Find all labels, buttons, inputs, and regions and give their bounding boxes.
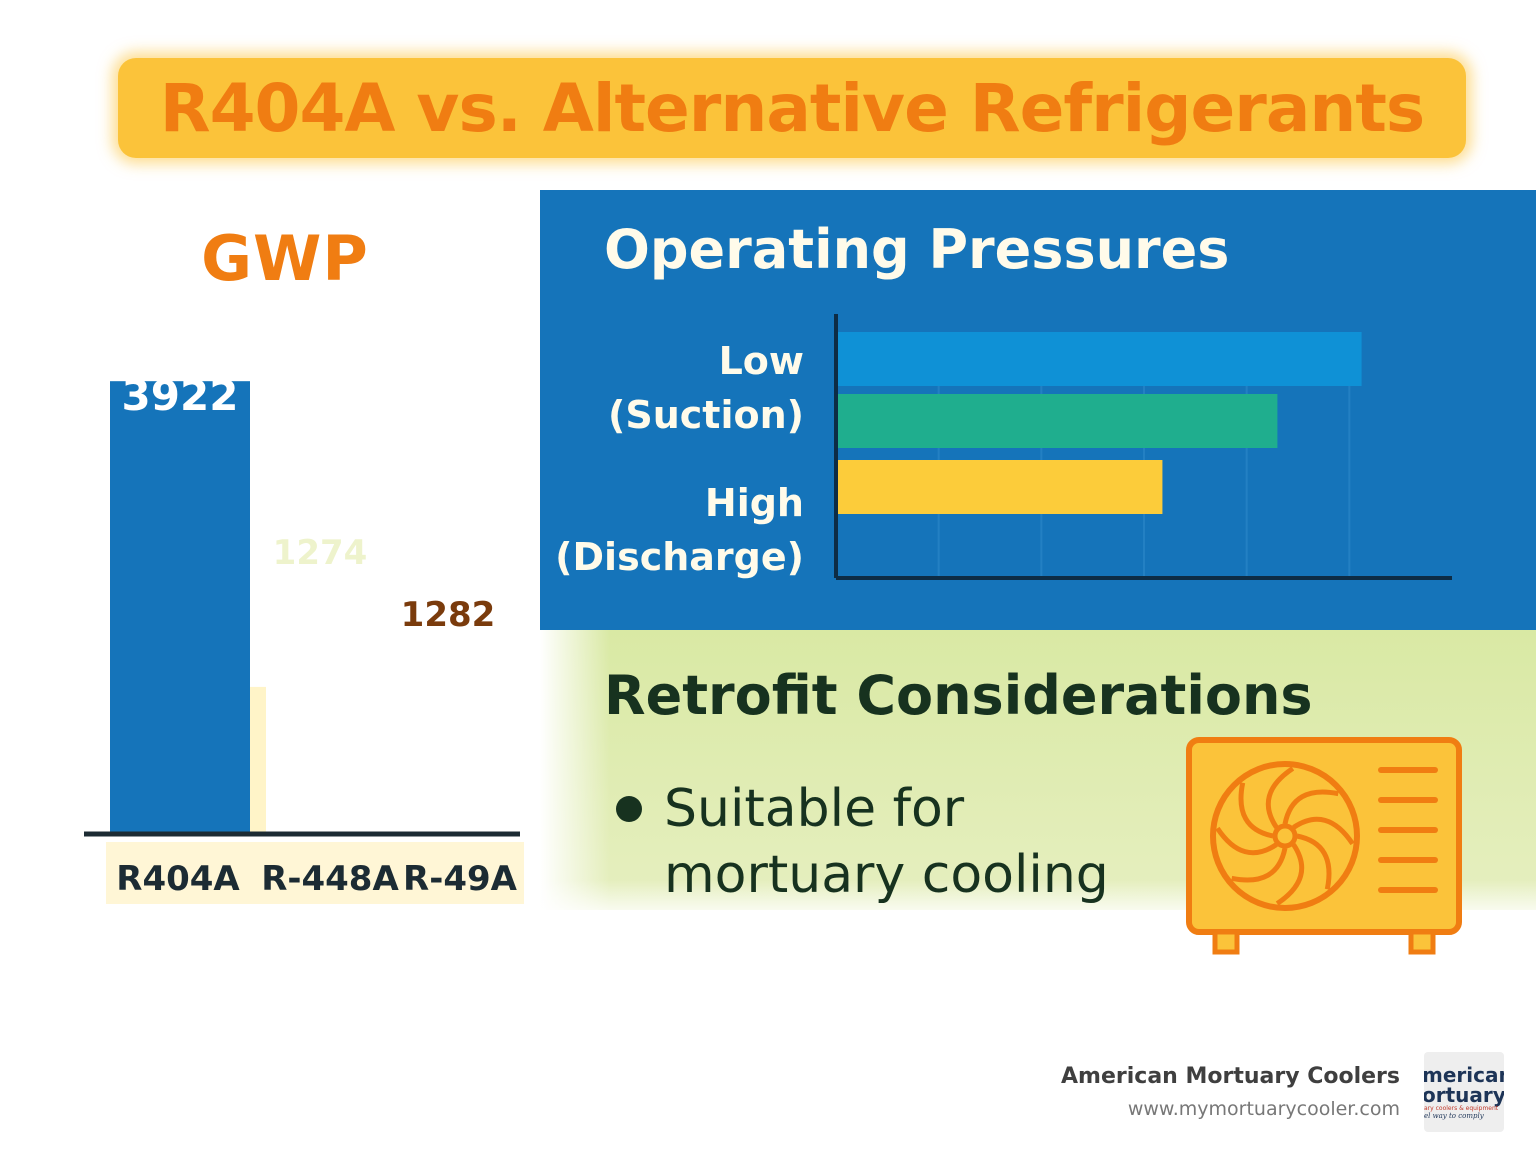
svg-text:ortuary: ortuary xyxy=(1424,1083,1504,1107)
pressure-bar-2 xyxy=(838,394,1278,448)
pressure-label-low: Low (Suction) xyxy=(544,334,804,442)
fan-blade xyxy=(1238,782,1274,839)
pressure-bar-3 xyxy=(838,460,1163,514)
fan-blade xyxy=(1292,816,1355,846)
gwp-bar-r404a xyxy=(110,381,250,834)
retrofit-bullet: Suitable for mortuary cooling xyxy=(664,779,1109,905)
operating-pressures-title: Operating Pressures xyxy=(604,218,1230,281)
title-band xyxy=(118,58,1466,158)
fan-blade xyxy=(1215,826,1278,856)
brand-logo: merican ortuary ary coolers & equipment … xyxy=(1424,1052,1504,1132)
svg-text:ary coolers & equipment: ary coolers & equipment xyxy=(1424,1105,1499,1112)
condenser-unit-icon xyxy=(1186,737,1462,955)
fan-blade xyxy=(1265,766,1295,829)
pressure-label-high: High (Discharge) xyxy=(544,476,804,584)
gwp-category-label-r-49a: R-49A xyxy=(403,859,518,899)
pressure-label-high-line1: High xyxy=(704,481,804,525)
gwp-bar-chart: 3922 1274 1282 R404A R-448A R-49A xyxy=(84,371,524,904)
brand-name: American Mortuary Coolers xyxy=(1061,1064,1400,1089)
pressure-label-high-line2: (Discharge) xyxy=(555,535,804,579)
retrofit-title: Retrofit Considerations xyxy=(604,664,1313,727)
brand-logo-graphic: merican ortuary ary coolers & equipment … xyxy=(1424,1063,1504,1120)
gwp-category-label-r404a: R404A xyxy=(116,859,240,899)
fan-blade xyxy=(1296,833,1332,890)
gwp-chart-title: GWP xyxy=(201,222,369,295)
gwp-value-label-r-448a: 1274 xyxy=(273,533,368,573)
svg-text:merican: merican xyxy=(1424,1063,1504,1087)
gwp-category-band xyxy=(106,842,524,904)
pressure-label-low-line1: Low xyxy=(718,339,804,383)
brand-url[interactable]: www.mymortuarycooler.com xyxy=(1127,1098,1400,1120)
fan-blade xyxy=(1282,789,1339,825)
fan-blade xyxy=(1231,847,1288,883)
gwp-bar-r404a-stem xyxy=(238,470,250,834)
gwp-value-label-r404a: 3922 xyxy=(122,371,239,420)
page-title: R404A vs. Alternative Refrigerants xyxy=(159,69,1425,147)
bullet-dot xyxy=(616,796,642,822)
gwp-category-label-r-448a: R-448A xyxy=(261,859,399,899)
pressure-label-low-line2: (Suction) xyxy=(607,393,804,437)
operating-pressures-chart xyxy=(834,314,1452,580)
svg-text:el way to comply: el way to comply xyxy=(1424,1112,1485,1120)
pressure-bar-1 xyxy=(838,332,1362,386)
gwp-value-label-r-49a: 1282 xyxy=(401,595,496,635)
fan-blade xyxy=(1275,843,1305,906)
retrofit-panel-fade-left xyxy=(540,630,610,910)
gwp-bar-r-448a xyxy=(250,686,266,834)
